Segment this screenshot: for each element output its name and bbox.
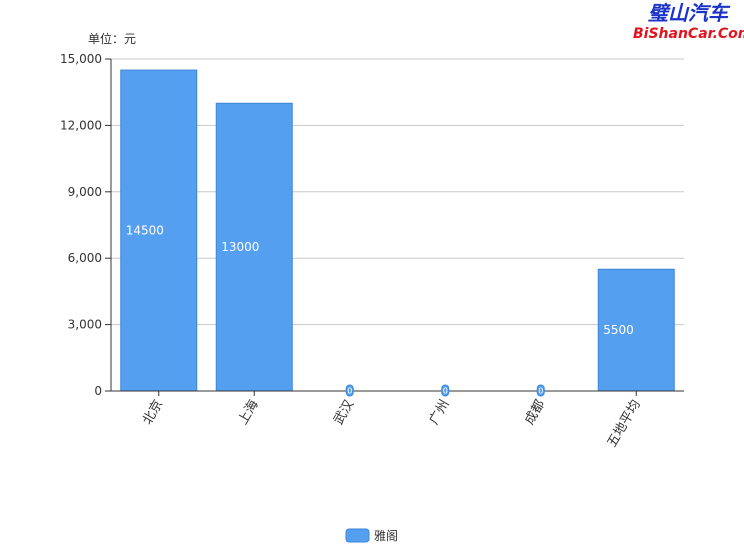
data-label: 14500 <box>126 224 164 238</box>
x-tick-labels: 北京 上海 武汉 广州 成都 五地平均 <box>140 391 644 451</box>
unit-label: 单位：元 <box>88 31 136 46</box>
axes <box>110 59 684 392</box>
y-tick-label: 15,000 <box>60 52 102 66</box>
legend: 雅阁 <box>345 528 398 543</box>
bar <box>597 268 675 392</box>
zero-marker <box>345 384 354 397</box>
x-tick-label: 武汉 <box>331 398 357 428</box>
watermark-en: BiShanCar.Com <box>633 26 744 42</box>
data-label: 13000 <box>221 240 259 254</box>
data-label: 5500 <box>603 323 634 337</box>
gridlines <box>111 58 684 326</box>
bars <box>120 69 675 392</box>
legend-swatch <box>345 528 370 543</box>
y-tick-label: 12,000 <box>60 118 102 132</box>
x-tick-label: 广州 <box>427 398 453 428</box>
watermark-logo: 璧山汽车 BiShanCar.Com <box>633 1 744 42</box>
x-tick-label: 成都 <box>522 398 548 428</box>
zero-marker <box>536 384 545 397</box>
data-label: 0 <box>347 387 352 396</box>
y-tick-labels: 0 3,000 6,000 9,000 12,000 15,000 <box>60 52 111 398</box>
data-label: 0 <box>538 387 543 396</box>
bar <box>120 69 198 392</box>
x-tick-label: 五地平均 <box>605 398 644 451</box>
x-tick-label: 上海 <box>236 398 262 428</box>
zero-marker <box>441 384 450 397</box>
y-tick-label: 3,000 <box>68 318 102 332</box>
y-tick-label: 9,000 <box>68 185 102 199</box>
legend-label: 雅阁 <box>374 528 398 543</box>
y-tick-label: 6,000 <box>68 251 102 265</box>
data-label: 0 <box>443 387 448 396</box>
data-labels: 14500 13000 0 0 0 5500 <box>126 224 634 397</box>
x-tick-label: 北京 <box>140 398 166 428</box>
watermark-cn: 璧山汽车 <box>648 1 731 25</box>
y-tick-label: 0 <box>94 384 102 398</box>
